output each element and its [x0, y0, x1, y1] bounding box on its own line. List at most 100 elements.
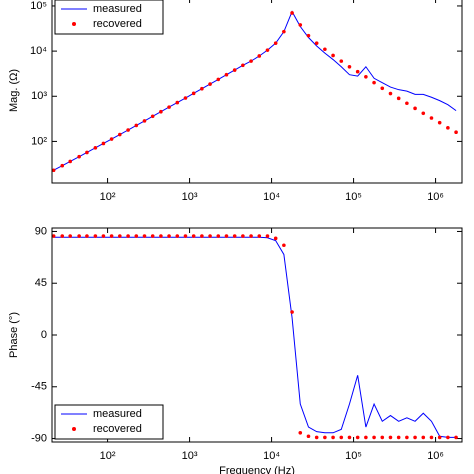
x-tick-label: 10³: [182, 450, 198, 462]
legend-box: [54, 404, 164, 440]
series-dot: [437, 435, 442, 440]
series-dot: [437, 120, 442, 125]
series-dot: [191, 91, 196, 96]
series-dot: [126, 234, 130, 238]
series-dot: [126, 128, 130, 132]
legend-label: recovered: [93, 423, 142, 435]
series-dot: [150, 114, 155, 119]
series-dot: [134, 234, 139, 238]
y-tick-label: 10³: [31, 90, 47, 102]
series-dot: [314, 41, 319, 45]
series-dot: [364, 435, 368, 440]
series-dot: [118, 132, 122, 137]
series-dot: [388, 91, 393, 96]
series-dot: [257, 54, 262, 58]
series-dot: [273, 41, 278, 45]
y-axis-label: Phase (°): [8, 312, 20, 358]
legend-label: recovered: [93, 18, 142, 30]
series-dot: [142, 234, 147, 238]
y-tick-label: 10²: [31, 135, 47, 147]
series-dot: [175, 100, 180, 105]
series-dot: [101, 141, 106, 146]
series-dot: [339, 435, 344, 440]
x-tick-label: 10²: [100, 191, 116, 203]
series-dot: [364, 74, 368, 79]
series-dot: [216, 234, 221, 238]
y-tick-label: 10⁵: [30, 0, 47, 12]
series-dot: [191, 234, 196, 238]
y-tick-label: -90: [31, 432, 47, 444]
series-dot: [413, 106, 417, 111]
series-dot: [118, 234, 122, 238]
series-dot: [388, 435, 393, 440]
x-axis-label: Frequency (Hz): [219, 465, 295, 474]
x-tick-label: 10⁵: [345, 191, 362, 203]
series-dot: [216, 77, 221, 82]
series-dot: [109, 137, 114, 141]
series-dot: [298, 430, 303, 435]
series-dot: [290, 11, 294, 15]
series-dot: [257, 234, 262, 238]
series-dot: [175, 234, 180, 238]
series-dot: [85, 234, 89, 238]
x-tick-label: 10⁵: [345, 450, 362, 462]
series-dot: [232, 68, 237, 72]
series-dot: [93, 234, 98, 238]
legend-swatch: [72, 22, 76, 26]
y-tick-label: 90: [35, 225, 47, 237]
series-dot: [396, 96, 401, 101]
legend-label: measured: [93, 408, 142, 420]
series-dot: [273, 236, 278, 241]
plot-frame: [51, 227, 463, 443]
series-dot: [396, 435, 401, 440]
series-dot: [77, 154, 81, 159]
series-dot: [355, 435, 360, 440]
legend-label: measured: [93, 3, 142, 15]
series-dot: [347, 64, 352, 69]
series-dot: [446, 126, 450, 130]
series-dot: [249, 59, 253, 63]
x-tick-label: 10³: [182, 191, 198, 203]
series-dot: [52, 168, 56, 173]
series-dot: [380, 86, 385, 91]
series-dot: [405, 101, 409, 106]
series-dot: [405, 435, 409, 440]
series-dot: [454, 130, 458, 135]
series-dot: [159, 234, 163, 238]
series-dot: [331, 53, 335, 58]
series-dot: [454, 435, 458, 440]
series-dot: [224, 234, 229, 238]
series-dot: [380, 435, 385, 440]
series-dot: [241, 63, 245, 68]
series-dot: [347, 435, 352, 440]
series-dot: [150, 234, 155, 238]
x-tick-label: 10⁴: [263, 450, 280, 462]
series-dot: [60, 234, 65, 238]
y-tick-label: 10⁴: [30, 45, 47, 57]
series-dot: [101, 234, 106, 238]
series-dot: [142, 119, 147, 123]
series-dot: [224, 72, 229, 77]
series-dot: [93, 146, 98, 150]
series-dot: [421, 111, 426, 116]
x-tick-label: 10⁶: [427, 191, 444, 203]
series-dot: [208, 82, 212, 86]
legend-box: [54, 0, 164, 35]
series-dot: [134, 123, 139, 128]
series-dot: [68, 234, 72, 238]
series-dot: [446, 435, 450, 440]
y-tick-label: -45: [31, 381, 47, 393]
y-axis-label: Mag. (Ω): [8, 69, 20, 112]
series-dot: [265, 48, 270, 52]
series-dot: [355, 69, 360, 74]
series-dot: [109, 234, 114, 238]
series-dot: [200, 86, 204, 91]
series-dot: [85, 150, 89, 155]
plot-frame: [51, 0, 463, 184]
series-dot: [52, 234, 56, 238]
series-dot: [265, 234, 270, 238]
series-dot: [298, 23, 303, 27]
x-tick-label: 10⁴: [263, 191, 280, 203]
series-dot: [249, 234, 253, 238]
y-tick-label: 45: [35, 277, 47, 289]
